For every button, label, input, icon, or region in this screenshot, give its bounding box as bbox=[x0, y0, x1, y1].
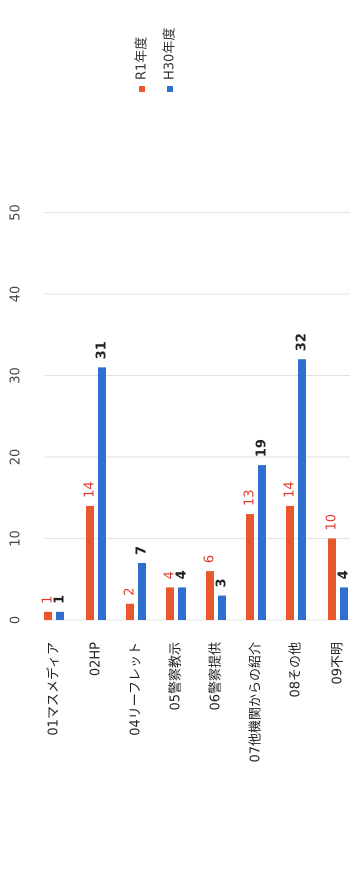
category-label: 04リーフレット bbox=[129, 642, 144, 736]
data-label: 3 bbox=[215, 579, 230, 588]
bar bbox=[44, 611, 52, 620]
bar bbox=[328, 538, 336, 620]
tick-label: 30 bbox=[9, 367, 24, 384]
data-label: 19 bbox=[255, 439, 270, 457]
bar bbox=[246, 514, 254, 620]
legend-swatch bbox=[167, 86, 173, 92]
data-label: 1 bbox=[53, 595, 68, 604]
bar bbox=[166, 587, 174, 620]
bar bbox=[340, 587, 348, 620]
tick-label: 10 bbox=[9, 530, 24, 547]
tick-label: 50 bbox=[9, 204, 24, 221]
bar bbox=[178, 587, 186, 620]
category-label: 09不明 bbox=[331, 642, 346, 685]
category-labels: 01マスメディア 02HP 04リーフレット 05警察教示 06警察提供 07他機関からの… bbox=[46, 642, 346, 763]
value-axis-ticks: 0 10 20 30 40 50 bbox=[9, 204, 24, 624]
legend: R1年度 H30年度 bbox=[134, 28, 178, 92]
data-label: 4 bbox=[337, 570, 350, 579]
data-label: 14 bbox=[83, 481, 98, 498]
data-label: 4 bbox=[163, 571, 178, 579]
legend-label: R1年度 bbox=[134, 37, 150, 80]
tick-label: 20 bbox=[9, 449, 24, 466]
plot-area: 0 10 20 30 40 50 1 14 2 4 6 13 14 10 1 31 7 4 3 19 32 4 01マス… bbox=[9, 204, 350, 763]
data-label: 14 bbox=[283, 481, 298, 498]
category-label: 06警察提供 bbox=[208, 642, 224, 711]
bar bbox=[138, 562, 146, 620]
data-label: 6 bbox=[203, 555, 218, 563]
data-label: 32 bbox=[295, 333, 310, 351]
bar bbox=[286, 505, 294, 620]
tick-label: 40 bbox=[9, 286, 24, 303]
category-label: 08その他 bbox=[289, 642, 304, 698]
data-label: 7 bbox=[135, 546, 150, 555]
bar bbox=[56, 611, 64, 620]
data-label: 10 bbox=[325, 514, 340, 531]
data-label: 31 bbox=[95, 341, 110, 359]
category-label: 07他機関からの紹介 bbox=[249, 642, 264, 763]
data-label: 13 bbox=[243, 490, 258, 507]
category-label: 05警察教示 bbox=[168, 642, 184, 711]
bar bbox=[98, 367, 106, 620]
category-label: 02HP bbox=[89, 642, 104, 676]
bars: 1 14 2 4 6 13 14 10 1 31 7 4 3 19 32 4 bbox=[41, 333, 350, 620]
bar bbox=[218, 595, 226, 620]
bar bbox=[258, 465, 266, 620]
data-label: 2 bbox=[123, 587, 138, 595]
category-label: 01マスメディア bbox=[46, 642, 62, 736]
bar bbox=[206, 571, 214, 620]
bar bbox=[126, 603, 134, 620]
bar bbox=[86, 505, 94, 620]
legend-swatch bbox=[139, 86, 145, 92]
tick-label: 0 bbox=[9, 616, 24, 624]
legend-label: H30年度 bbox=[162, 28, 178, 80]
data-label: 1 bbox=[41, 596, 56, 604]
bar bbox=[298, 359, 306, 620]
data-label: 4 bbox=[175, 570, 190, 579]
